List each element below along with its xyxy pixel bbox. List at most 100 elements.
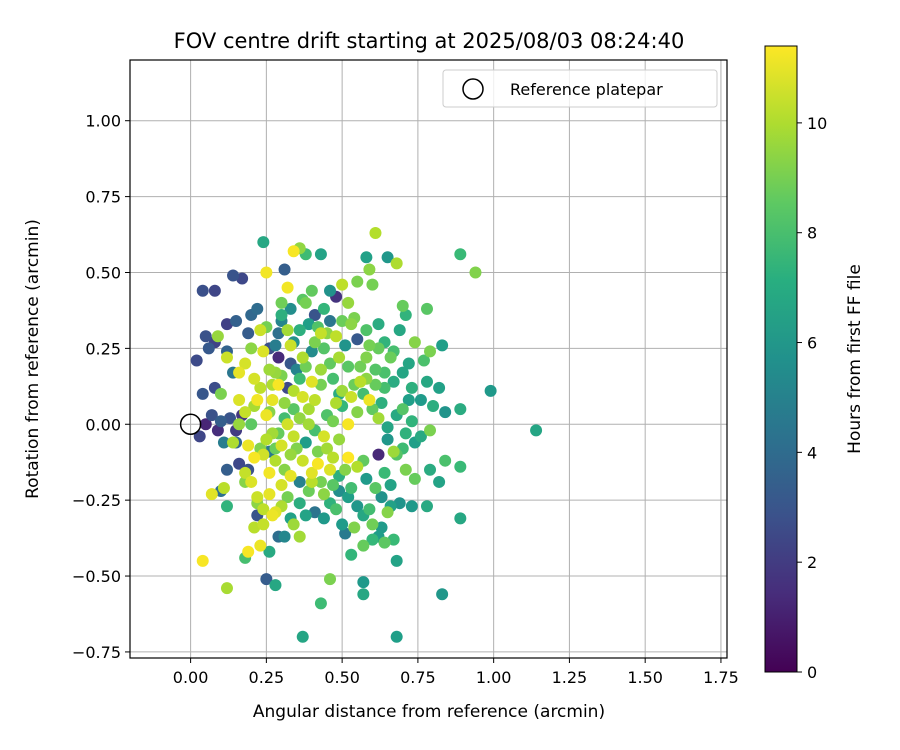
data-point [314, 378, 327, 391]
x-tick-label: 1.50 [627, 668, 663, 687]
data-point [345, 390, 358, 403]
data-point [366, 518, 379, 531]
data-point [260, 409, 273, 422]
data-point [205, 488, 218, 501]
data-point [378, 466, 391, 479]
x-tick-label: 0.25 [249, 668, 285, 687]
data-point [387, 533, 400, 546]
colorbar-tick-label: 2 [807, 553, 817, 572]
data-point [390, 257, 403, 270]
data-point [372, 448, 385, 461]
data-point [236, 272, 249, 285]
data-point [293, 497, 306, 510]
data-point [220, 582, 233, 595]
data-point [254, 381, 267, 394]
data-point [420, 375, 433, 388]
data-point [339, 463, 352, 476]
data-point [454, 248, 467, 261]
data-point [239, 466, 252, 479]
data-point [420, 500, 433, 513]
data-point [454, 512, 467, 525]
data-point [354, 375, 367, 388]
data-point [227, 436, 240, 449]
data-point [290, 363, 303, 376]
data-point [402, 357, 415, 370]
data-point [296, 390, 309, 403]
data-point [284, 339, 297, 352]
data-point [260, 266, 273, 279]
data-point [330, 330, 343, 343]
data-point [369, 378, 382, 391]
data-point [220, 500, 233, 513]
colorbar-tick-label: 0 [807, 663, 817, 682]
data-point [257, 448, 270, 461]
data-point [327, 372, 340, 385]
data-point [245, 418, 258, 431]
data-point [311, 445, 324, 458]
x-tick-label: 1.25 [552, 668, 588, 687]
data-point [345, 318, 358, 331]
legend-entry-reference-platepar: Reference platepar [510, 80, 663, 99]
data-point [308, 393, 321, 406]
data-point [320, 442, 333, 455]
data-point [433, 475, 446, 488]
data-point [242, 545, 255, 558]
data-point [293, 475, 306, 488]
data-point [363, 503, 376, 516]
data-point [375, 397, 388, 410]
data-point [281, 281, 294, 294]
data-point [233, 393, 246, 406]
data-point [372, 412, 385, 425]
legend-open-circle-icon [462, 78, 484, 100]
data-point [248, 451, 261, 464]
plot-frame [129, 59, 728, 659]
data-point [469, 266, 482, 279]
data-point [378, 381, 391, 394]
data-point [217, 482, 230, 495]
data-point [433, 381, 446, 394]
data-point [211, 424, 224, 437]
data-point [439, 406, 452, 419]
data-point [281, 418, 294, 431]
data-point [317, 342, 330, 355]
colorbar-label: Hours from first FF file [845, 264, 865, 454]
data-point [351, 275, 364, 288]
data-point [336, 278, 349, 291]
data-point [345, 482, 358, 495]
data-point [278, 397, 291, 410]
data-point [281, 324, 294, 337]
data-point [199, 418, 212, 431]
legend-box [442, 69, 718, 108]
data-point [242, 439, 255, 452]
data-point [339, 339, 352, 352]
data-point [345, 548, 358, 561]
data-point [436, 339, 449, 352]
data-point [402, 393, 415, 406]
data-point [439, 454, 452, 467]
x-tick-label: 0.75 [400, 668, 436, 687]
data-point [211, 330, 224, 343]
data-point [369, 227, 382, 240]
data-point [414, 393, 427, 406]
data-point [272, 351, 285, 364]
data-point [296, 454, 309, 467]
data-point [220, 351, 233, 364]
data-point [336, 518, 349, 531]
data-point [196, 284, 209, 297]
colorbar-gradient [764, 45, 798, 673]
data-point [339, 527, 352, 540]
data-point [278, 530, 291, 543]
data-point [287, 245, 300, 258]
data-point [405, 500, 418, 513]
data-point [217, 436, 230, 449]
data-point [396, 366, 409, 379]
data-point [233, 366, 246, 379]
data-point [269, 454, 282, 467]
y-tick-label: −0.25 [72, 491, 121, 510]
data-point [408, 472, 421, 485]
data-point [324, 315, 337, 328]
data-point [305, 475, 318, 488]
data-point [248, 372, 261, 385]
data-point [257, 518, 270, 531]
data-point [342, 418, 355, 431]
